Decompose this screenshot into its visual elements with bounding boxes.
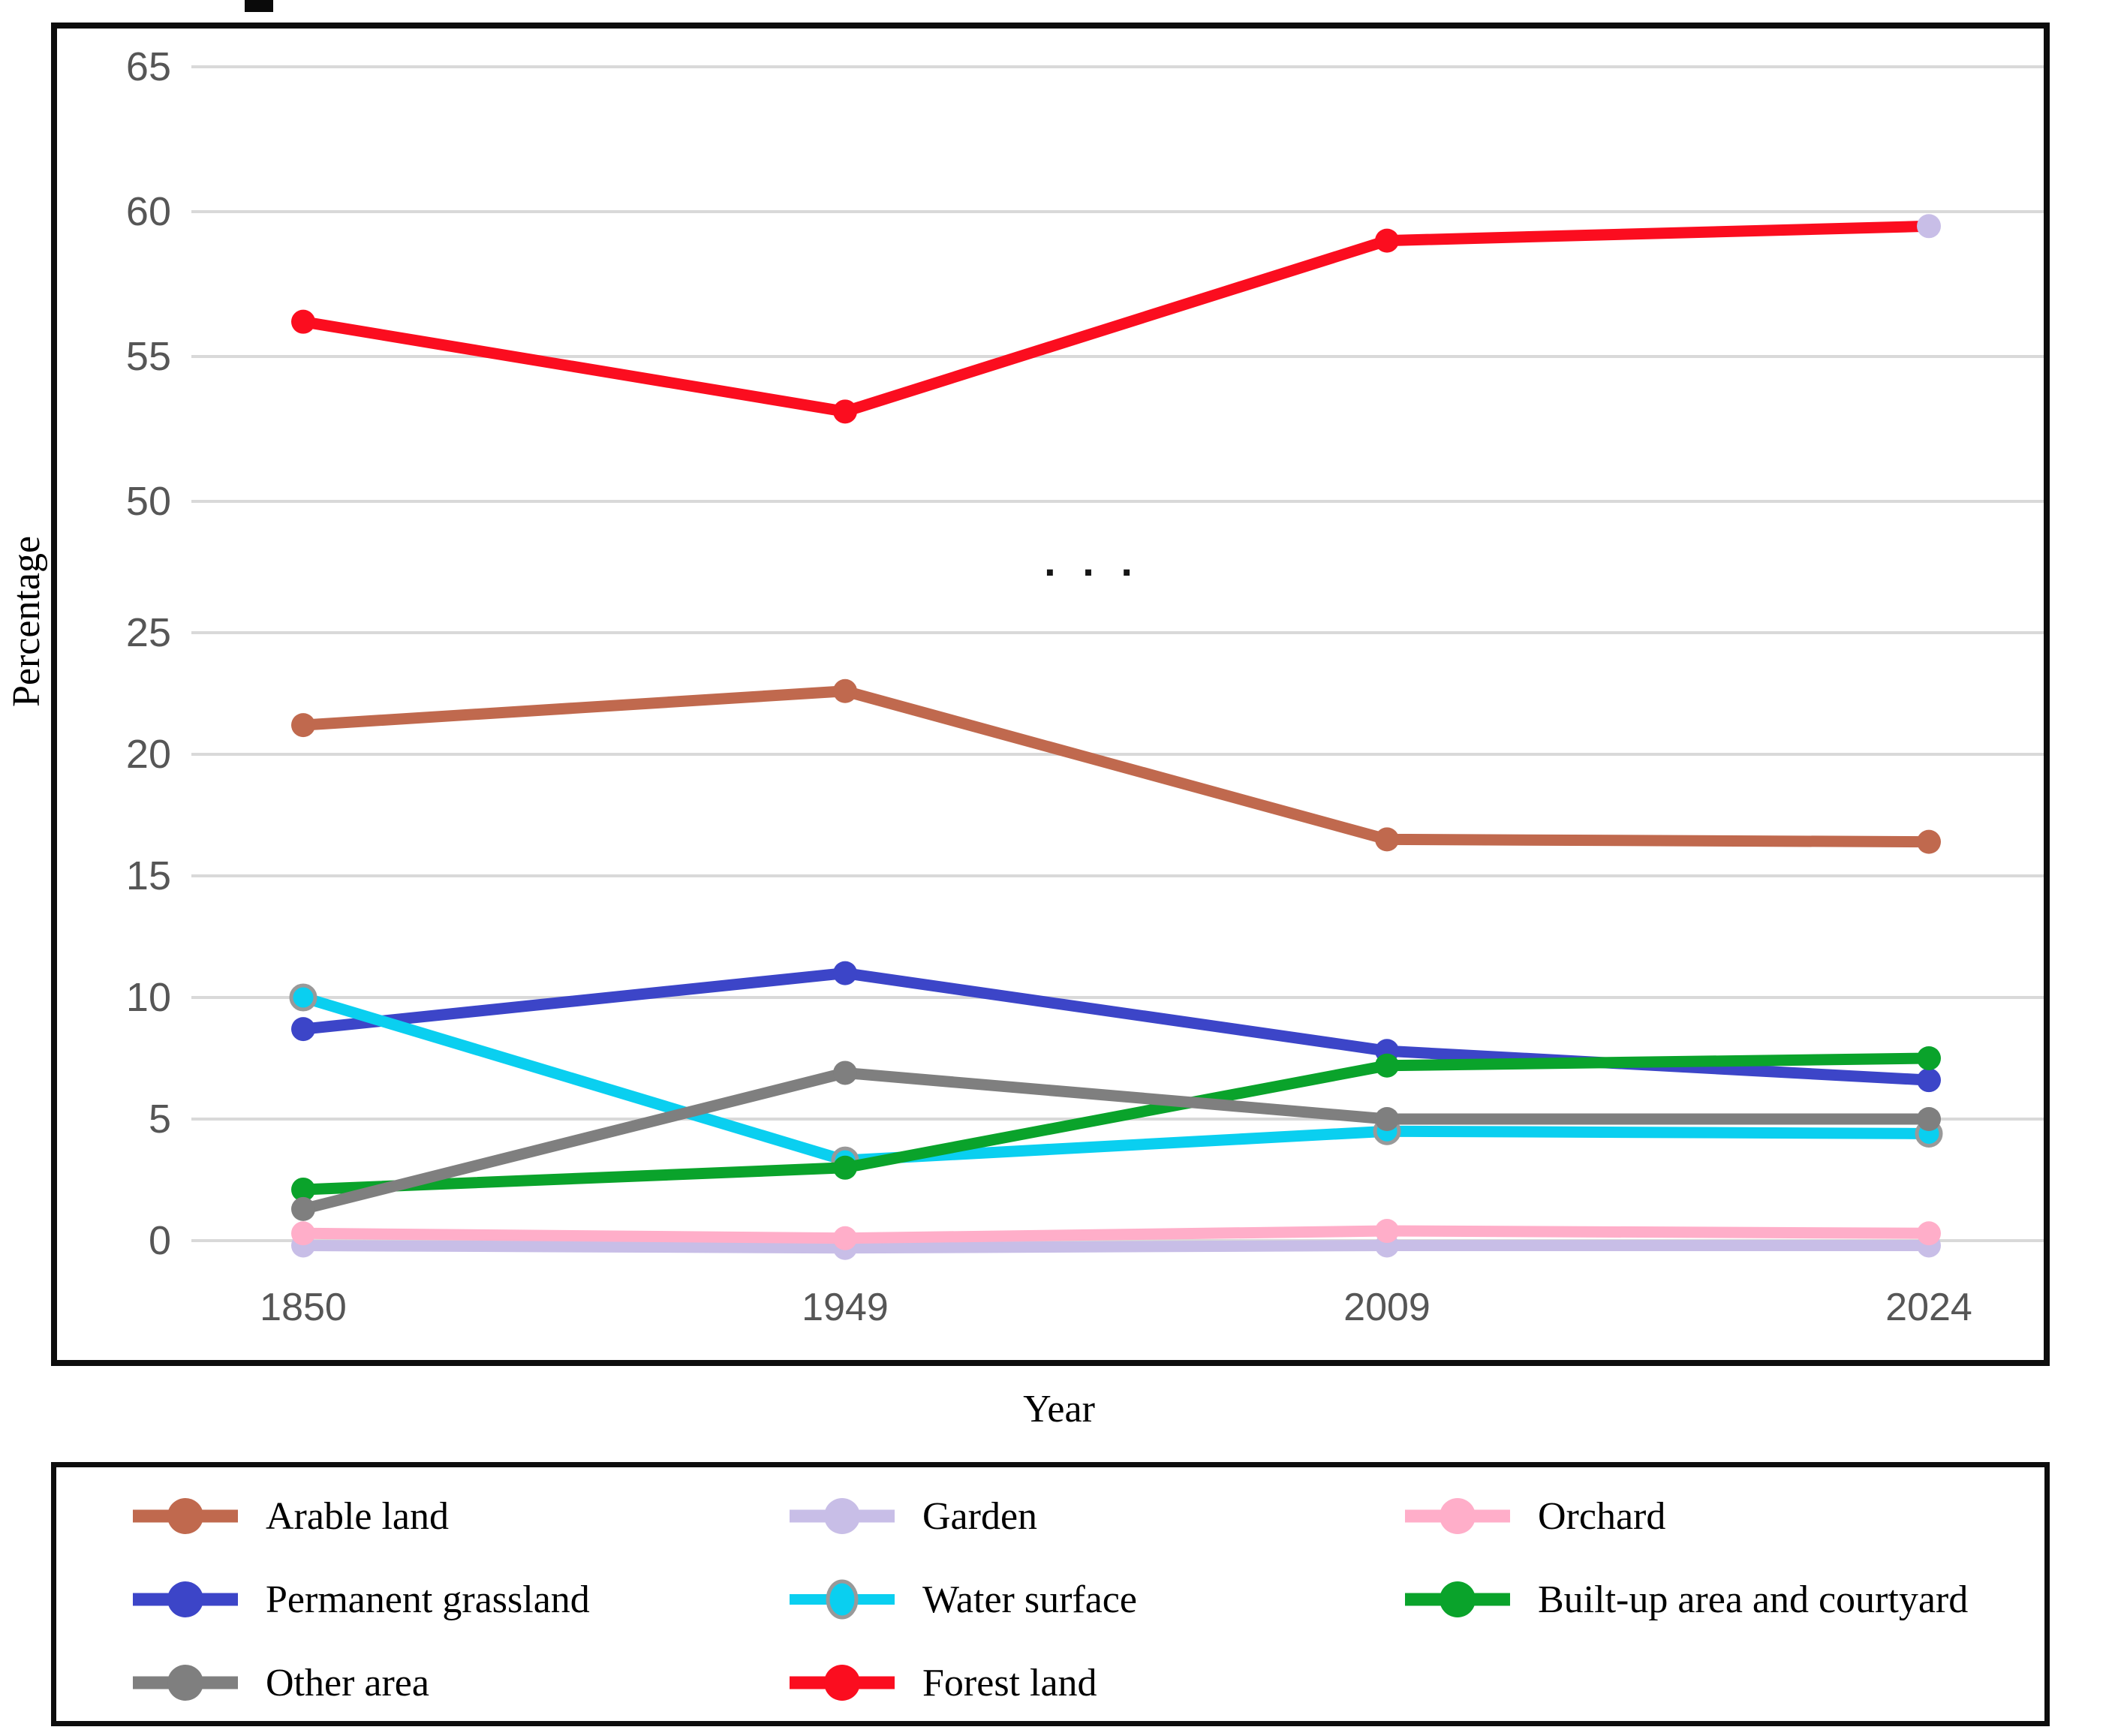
legend-label-garden: Garden xyxy=(922,1494,1038,1538)
other-area-legend-marker-icon xyxy=(133,1665,238,1701)
series-line-orchard xyxy=(302,1225,1930,1244)
data-point-arable-land-2009 xyxy=(1375,827,1399,852)
data-point-arable-land-1949 xyxy=(833,678,857,703)
data-point-forest-land-2024 xyxy=(1917,214,1941,239)
axis-break-dots: . . . xyxy=(1044,537,1140,585)
y-tick-label-50: 50 xyxy=(125,479,171,524)
legend-label-built-up-area-and-courtyard: Built-up area and courtyard xyxy=(1538,1578,1969,1621)
data-point-other-area-1850 xyxy=(291,1196,315,1221)
data-point-other-area-2024 xyxy=(1917,1107,1941,1131)
arable-land-legend-marker-icon xyxy=(133,1498,238,1534)
data-point-permanent-grassland-1850 xyxy=(291,1017,315,1042)
legend-label-forest-land: Forest land xyxy=(922,1661,1097,1704)
data-point-arable-land-2024 xyxy=(1917,829,1941,854)
data-point-built-up-area-and-courtyard-1850 xyxy=(291,1177,315,1202)
legend-grid: Arable land Garden Orchard Permanent grassl… xyxy=(56,1467,2044,1721)
forest-land-legend-marker-icon xyxy=(790,1665,895,1701)
water-surface-legend-marker-icon xyxy=(790,1579,895,1620)
legend-item-other-area: Other area xyxy=(129,1656,429,1709)
legend-label-orchard: Orchard xyxy=(1538,1494,1666,1538)
data-point-orchard-1949 xyxy=(833,1226,857,1250)
data-point-arable-land-1850 xyxy=(291,713,315,738)
x-tick-label-2024: 2024 xyxy=(1885,1286,1972,1329)
legend-item-orchard: Orchard xyxy=(1401,1490,1665,1542)
legend-item-water-surface: Water surface xyxy=(786,1573,1137,1626)
plot-frame xyxy=(51,23,2050,1366)
series-line-other-area xyxy=(302,1067,1929,1215)
y-tick-label-0: 0 xyxy=(148,1218,171,1263)
y-tick-label-55: 55 xyxy=(125,334,171,379)
series-line-built-up-area-and-courtyard xyxy=(302,1052,1930,1196)
legend-box: Arable land Garden Orchard Permanent grassl… xyxy=(51,1462,2050,1726)
x-tick-label-1949: 1949 xyxy=(802,1286,889,1329)
data-point-orchard-1850 xyxy=(291,1221,315,1246)
orchard-legend-marker-icon xyxy=(1405,1498,1510,1534)
y-tick-label-60: 60 xyxy=(125,189,171,234)
data-point-built-up-area-and-courtyard-1949 xyxy=(833,1155,857,1180)
y-tick-label-5: 5 xyxy=(148,1097,171,1142)
x-tick-label-2009: 2009 xyxy=(1343,1286,1431,1329)
permanent-grassland-legend-marker-icon xyxy=(133,1581,238,1617)
data-point-permanent-grassland-2024 xyxy=(1917,1068,1941,1093)
data-point-forest-land-1949 xyxy=(833,399,857,424)
legend-item-forest-land: Forest land xyxy=(786,1656,1097,1709)
x-tick-label-1850: 1850 xyxy=(260,1286,347,1329)
y-tick-label-20: 20 xyxy=(125,732,171,777)
series-line-water-surface xyxy=(301,991,1930,1166)
series-line-forest-land xyxy=(302,220,1930,417)
y-axis-title: Percentage xyxy=(5,535,48,708)
legend-label-permanent-grassland: Permanent grassland xyxy=(266,1578,590,1621)
data-point-forest-land-2009 xyxy=(1375,228,1399,253)
data-point-other-area-1949 xyxy=(833,1061,857,1085)
series-line-arable-land xyxy=(302,685,1930,848)
garden-legend-marker-icon xyxy=(790,1498,895,1534)
legend-label-other-area: Other area xyxy=(266,1661,429,1704)
data-point-built-up-area-and-courtyard-2024 xyxy=(1917,1046,1941,1070)
data-point-other-area-2009 xyxy=(1375,1107,1399,1131)
data-point-orchard-2024 xyxy=(1917,1221,1941,1246)
legend-item-permanent-grassland: Permanent grassland xyxy=(129,1573,590,1626)
x-axis-title: Year xyxy=(1023,1388,1095,1431)
y-tick-label-65: 65 xyxy=(125,44,171,89)
legend-item-arable-land: Arable land xyxy=(129,1490,449,1542)
y-tick-label-25: 25 xyxy=(125,610,171,655)
built-up-area-and-courtyard-legend-marker-icon xyxy=(1405,1581,1510,1617)
legend-item-garden: Garden xyxy=(786,1490,1037,1542)
y-tick-label-10: 10 xyxy=(125,975,171,1020)
series-line-garden xyxy=(302,1239,1929,1254)
data-point-orchard-2009 xyxy=(1375,1219,1399,1244)
legend-item-built-up-area-and-courtyard: Built-up area and courtyard xyxy=(1401,1573,1968,1626)
legend-label-water-surface: Water surface xyxy=(922,1578,1137,1621)
data-point-water-surface-1850 xyxy=(289,983,317,1012)
cropped-artifact-bar xyxy=(245,0,273,12)
data-point-built-up-area-and-courtyard-2009 xyxy=(1375,1053,1399,1078)
legend-label-arable-land: Arable land xyxy=(266,1494,450,1538)
y-tick-label-15: 15 xyxy=(125,853,171,898)
data-point-permanent-grassland-1949 xyxy=(833,961,857,985)
data-point-forest-land-1850 xyxy=(291,309,315,334)
